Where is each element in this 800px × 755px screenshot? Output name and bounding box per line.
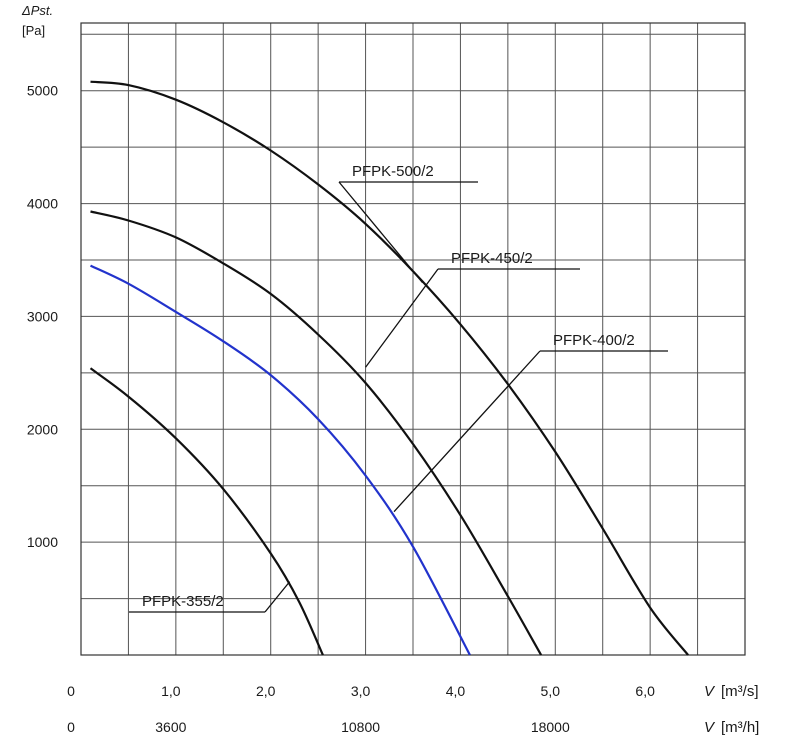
x-tick-label-m3h: 10800 [341,719,380,735]
x-tick-label-m3s: 2,0 [256,683,276,699]
y-tick-label: 2000 [27,421,58,437]
x-axis-unit-h: [m³/h] [721,719,759,736]
y-tick-label: 3000 [27,308,58,324]
x-axis-symbol-h: V [704,719,716,736]
label-leader [365,268,439,368]
x-tick-label-m3s: 3,0 [351,683,371,699]
series-label: PFPK-400/2 [553,332,635,349]
series-labels: PFPK-500/2 PFPK-450/2 PFPK-400/2 PFPK-355/2 [142,163,635,610]
series-label: PFPK-500/2 [352,163,434,180]
curve-pfpk-450-2 [90,210,543,656]
x-tick-label-m3h: 3600 [155,719,186,735]
y-axis-unit: [Pa] [22,23,45,38]
curves [89,80,689,656]
x-tick-label-m3s: 4,0 [446,683,466,699]
series-label: PFPK-355/2 [142,593,224,610]
label-leader [393,350,541,513]
x-tick-label-m3s: 1,0 [161,683,181,699]
label-leader [338,181,423,283]
label-leaders [129,181,668,613]
x-tick-label-m3h: 18000 [531,719,570,735]
x-tick-label-m3s: 5,0 [541,683,561,699]
x-axis-symbol-s: V [704,683,716,700]
x-tick-labels: 0 1,0 2,0 3,0 4,0 5,0 6,0 0 3600 10800 18000 [67,683,655,735]
plot-frame [80,22,746,656]
x-axis-unit-s: [m³/s] [721,683,759,700]
x-tick-label-m3h: 0 [67,719,75,735]
y-tick-label: 1000 [27,534,58,550]
y-tick-labels: 1000 2000 3000 4000 5000 [27,83,58,550]
x-tick-label-m3s: 6,0 [635,683,655,699]
series-label: PFPK-450/2 [451,250,533,267]
x-tick-label-m3s: 0 [67,683,75,699]
curve-pfpk-355-2 [89,367,324,656]
grid [81,23,745,655]
curve-pfpk-400-2 [90,264,471,656]
y-axis-title: ΔPst. [21,3,53,18]
y-tick-label: 4000 [27,196,58,212]
label-leader [264,581,291,613]
y-tick-label: 5000 [27,83,58,99]
